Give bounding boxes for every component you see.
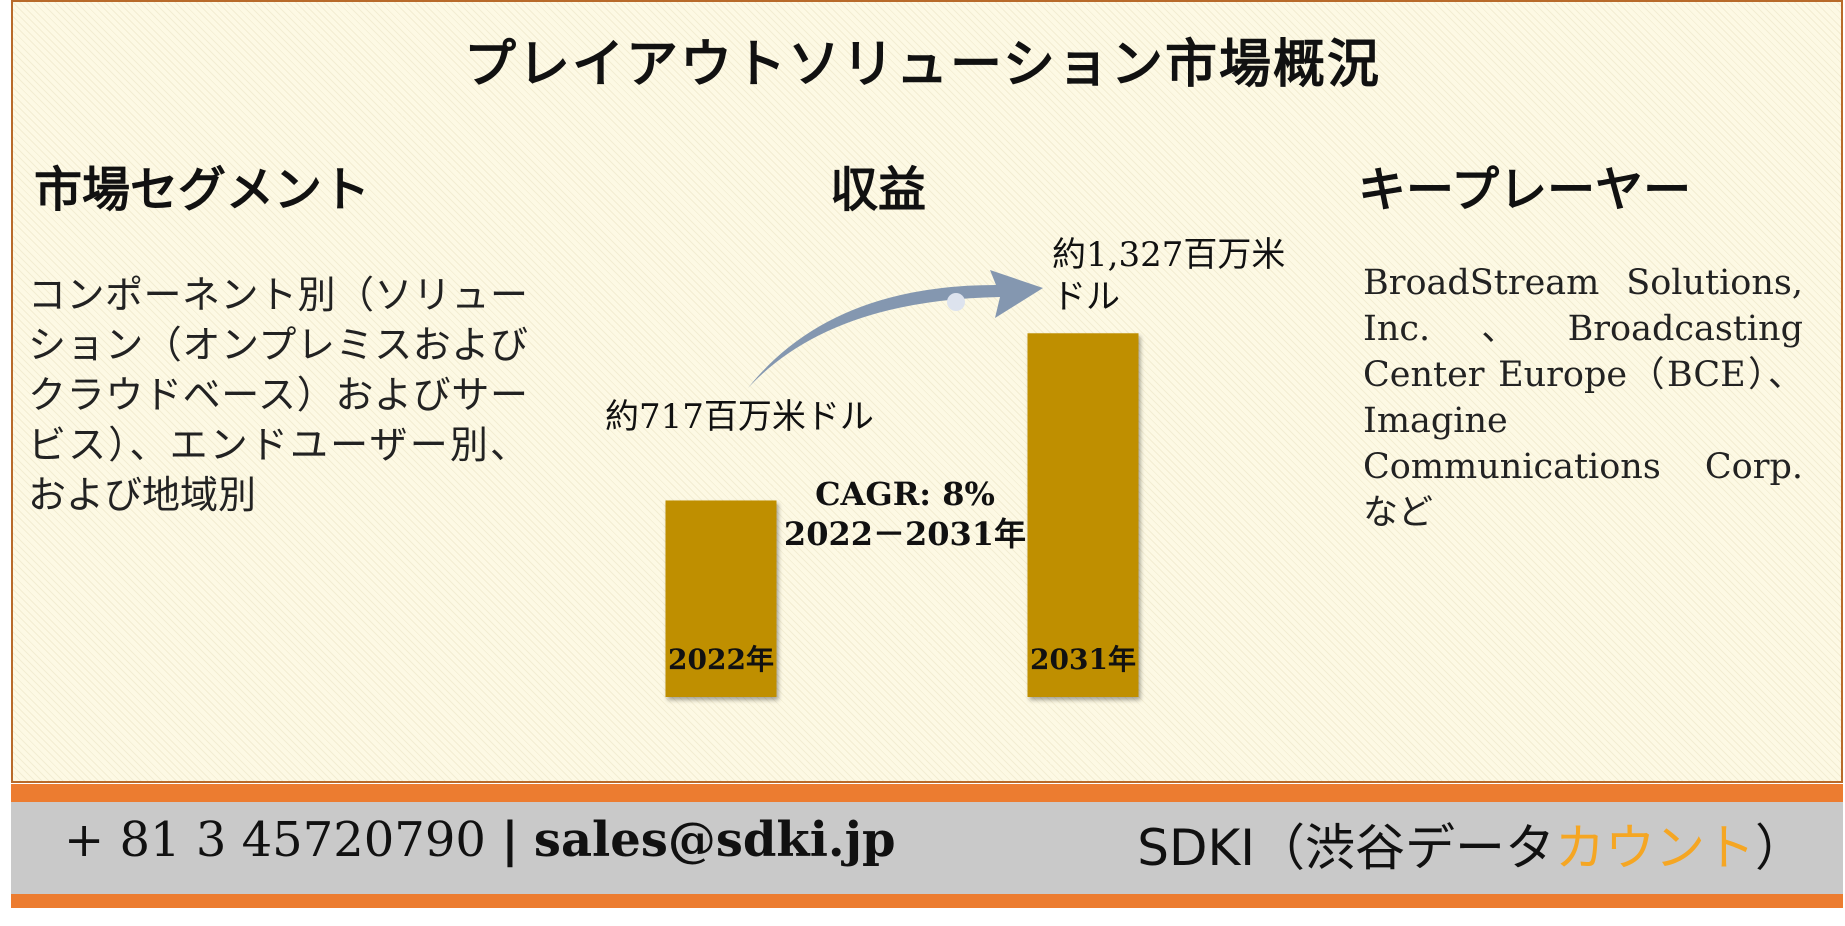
growth-arrow <box>748 270 1043 388</box>
brand-accent: カウント <box>1555 819 1755 877</box>
category-label: 2031年 <box>1030 643 1136 676</box>
page-title: プレイアウトソリューション市場概況 <box>464 34 1381 95</box>
cagr-annotation: 2022－2031年 <box>784 515 1026 553</box>
value-label: 約1,327百万米ドル <box>1052 235 1285 317</box>
category-label: 2022年 <box>668 643 774 676</box>
footer-contact: + 81 3 45720790 | sales@sdki.jp <box>64 812 896 868</box>
footer-separator: | <box>501 812 519 868</box>
phone-number[interactable]: + 81 3 45720790 <box>64 812 486 868</box>
revenue-heading: 収益 <box>830 162 927 218</box>
segments-heading: 市場セグメント <box>34 162 371 218</box>
footer-band-top <box>11 784 1843 802</box>
email-link[interactable]: sales@sdki.jp <box>533 812 896 868</box>
footer-band-bottom <box>11 894 1843 908</box>
players-text: BroadStream Solutions, Inc.、Broadcasting… <box>1363 263 1803 533</box>
players-heading: キープレーヤー <box>1358 162 1692 218</box>
cagr-annotation: CAGR: 8% <box>815 475 995 513</box>
footer-bar <box>11 802 1843 894</box>
brand-name: SDKI（渋谷データカウント） <box>1137 808 1805 880</box>
bar-2031年 <box>1027 333 1139 697</box>
brand-prefix: SDKI（渋谷データ <box>1137 819 1555 877</box>
content-panel <box>11 0 1843 783</box>
revenue-chart: 2022年 2031年 約717百万米ドル 約1,327百万米ドル CAGR: 8%20… <box>605 235 1285 697</box>
brand-suffix: ） <box>1755 819 1805 877</box>
segments-text: コンポーネント別（ソリューション（オンプレミスおよびクラウドベース）およびサービ… <box>28 273 528 517</box>
value-label: 約717百万米ドル <box>605 397 874 437</box>
bar-2022年 <box>665 500 777 697</box>
